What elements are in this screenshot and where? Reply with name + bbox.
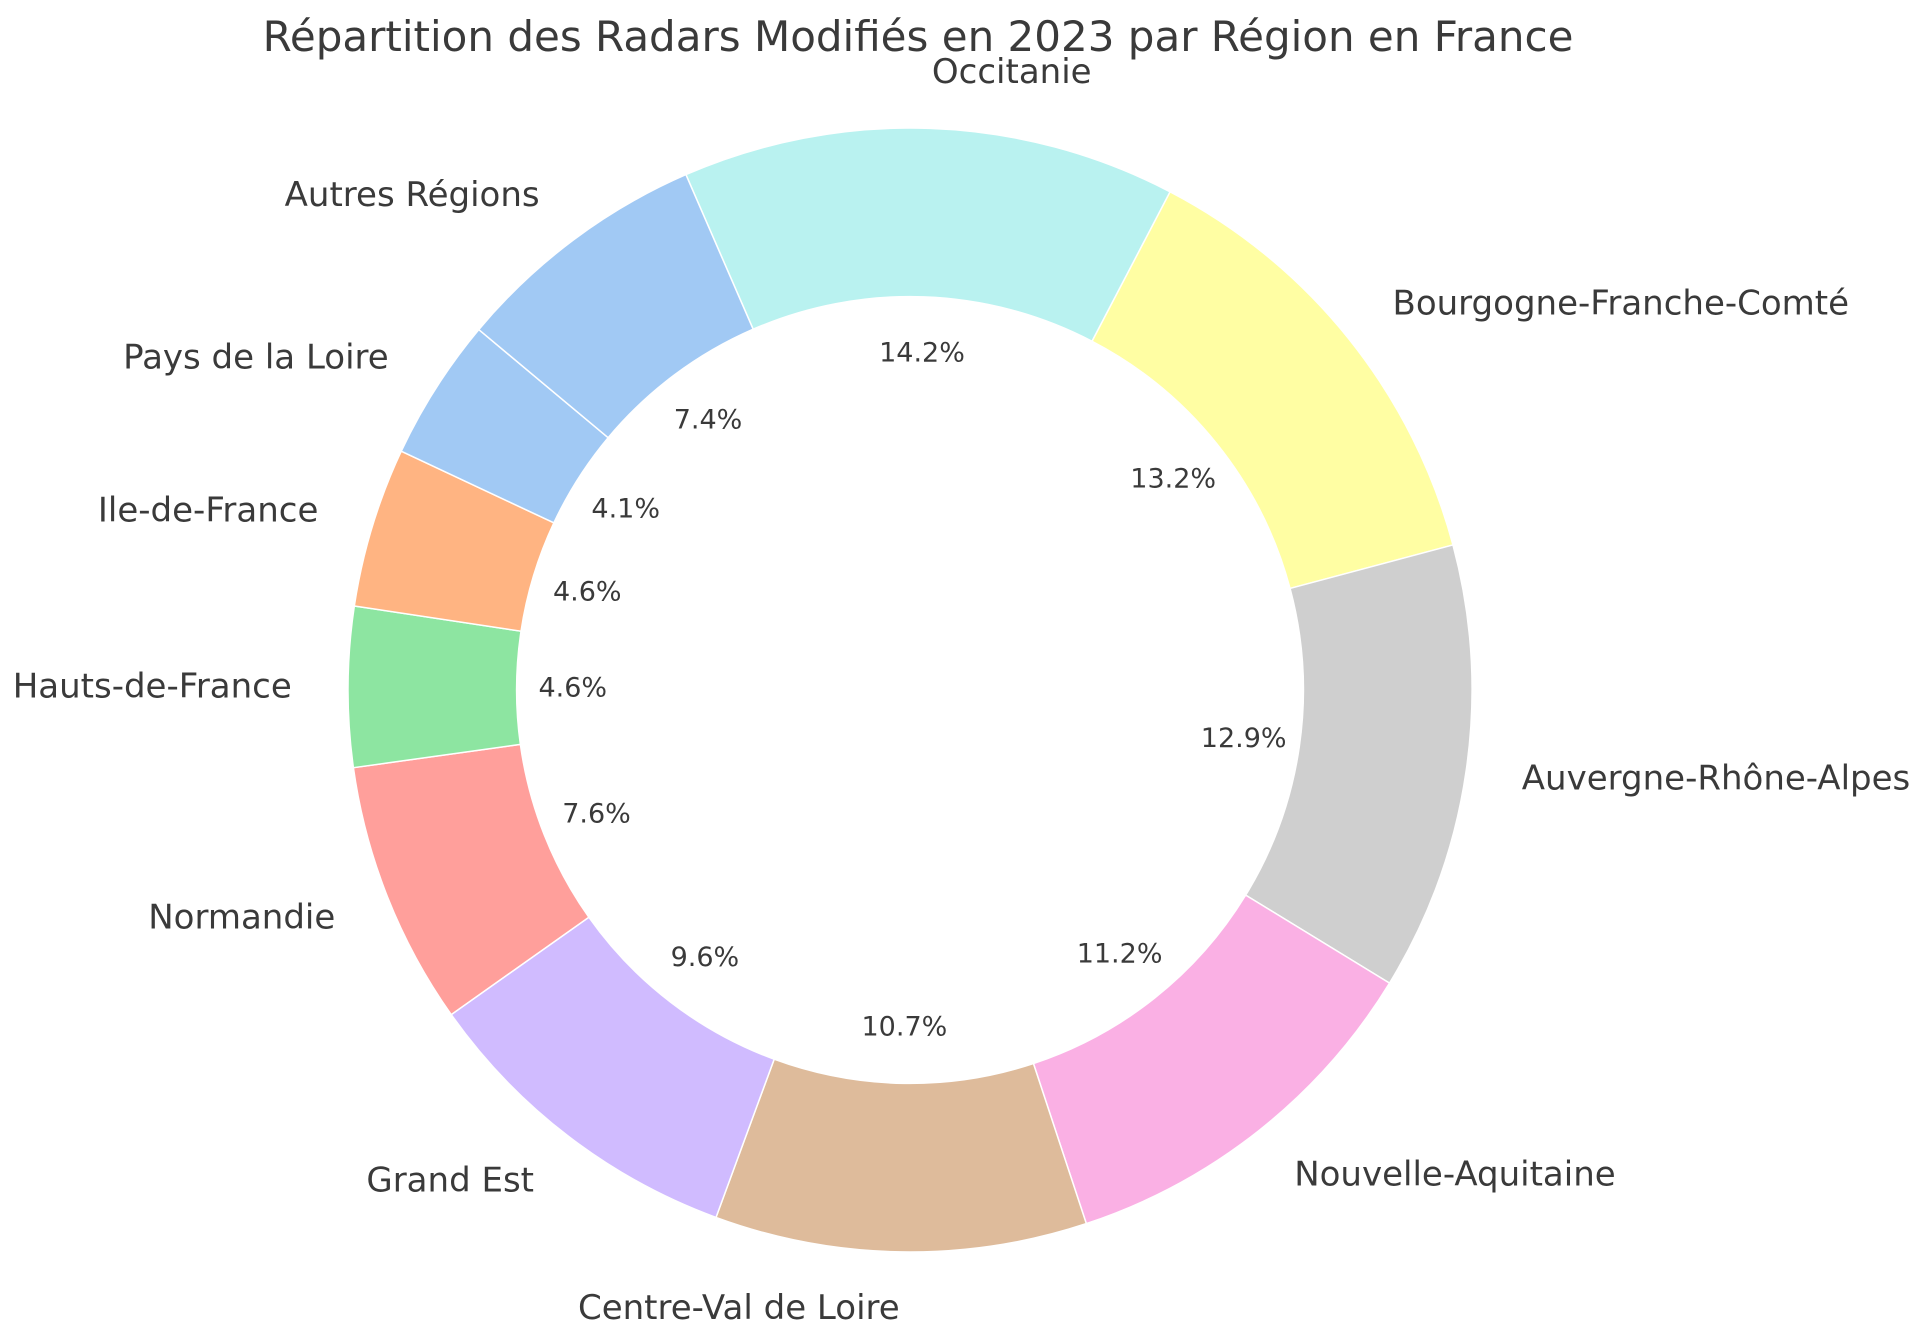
pct-label-pays-de-la-loire: 4.1% [591,493,660,524]
slice-label-centre-val-de-loire: Centre-Val de Loire [578,1288,900,1328]
pct-label-nouvelle-aquitaine: 11.2% [1077,939,1163,970]
slice-label-hauts-de-france: Hauts-de-France [13,667,292,707]
pct-label-occitanie: 14.2% [879,338,965,369]
pct-label-autres-regions: 7.4% [674,405,743,436]
pie-slice-bourgogne-franche-comte [1091,191,1454,590]
slice-label-nouvelle-aquitaine: Nouvelle-Aquitaine [1294,1154,1615,1194]
slice-label-pays-de-la-loire: Pays de la Loire [123,338,389,378]
slice-label-bourgogne-franche-comte: Bourgogne-Franche-Comté [1393,284,1850,324]
slice-label-auvergne-rhone-alpes: Auvergne-Rhône-Alpes [1522,759,1910,799]
slice-label-occitanie: Occitanie [932,52,1092,92]
pct-label-normandie: 7.6% [562,799,631,830]
pct-label-ile-de-france: 4.6% [553,577,622,608]
pie-slice-centre-val-de-loire [715,1058,1088,1253]
pct-label-auvergne-rhone-alpes: 12.9% [1201,723,1287,754]
pie-slice-autres-regions [478,173,754,439]
chart-title: Répartition des Radars Modifiés en 2023 … [262,12,1574,61]
pie-slice-occitanie [685,127,1171,343]
pct-label-hauts-de-france: 4.6% [538,673,607,704]
pie-slice-hauts-de-france [347,605,522,769]
slice-label-grand-est: Grand Est [366,1161,534,1201]
pct-label-centre-val-de-loire: 10.7% [862,1012,948,1043]
pct-label-grand-est: 9.6% [671,942,740,973]
slice-label-normandie: Normandie [148,898,335,938]
slice-label-ile-de-france: Ile-de-France [98,491,319,531]
slice-label-autres-regions: Autres Régions [285,175,540,215]
pct-label-bourgogne-franche-comte: 13.2% [1130,464,1216,495]
